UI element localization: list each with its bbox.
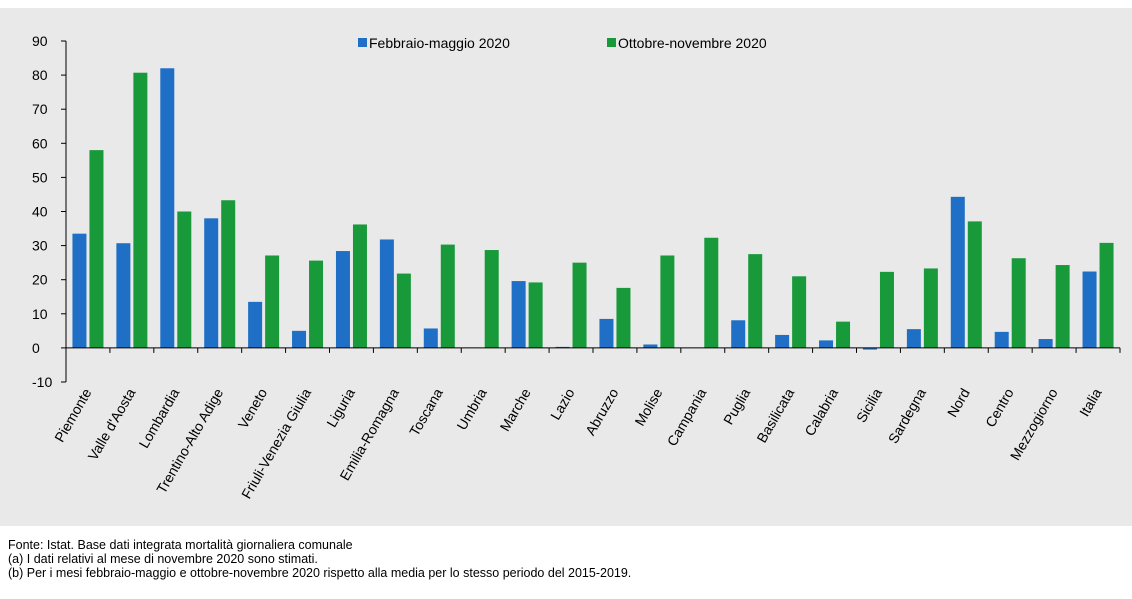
bar (792, 276, 807, 348)
bar (352, 224, 367, 348)
bar (440, 244, 455, 348)
bar (906, 329, 921, 348)
bar (950, 196, 965, 348)
footnote: Fonte: Istat. Base dati integrata mortal… (8, 538, 353, 552)
y-tick-label: 30 (32, 238, 48, 254)
bar (616, 287, 631, 348)
bar (309, 260, 324, 348)
y-tick-label: 70 (32, 101, 48, 117)
bar (923, 268, 938, 348)
bar (879, 271, 894, 348)
bar (555, 346, 570, 348)
bar (731, 320, 746, 348)
bar (511, 281, 526, 348)
bar (819, 340, 834, 348)
bar (748, 254, 763, 348)
bar (1038, 339, 1053, 348)
bar (177, 211, 192, 348)
y-tick-label: 20 (32, 272, 48, 288)
bar (836, 321, 851, 348)
bar (643, 344, 658, 348)
bar (1011, 258, 1026, 348)
bar (572, 262, 587, 348)
bar (204, 218, 219, 348)
bar (704, 237, 719, 348)
y-tick-label: -10 (32, 374, 52, 390)
bar (72, 233, 87, 348)
bar (862, 347, 877, 350)
bar (396, 273, 411, 348)
y-tick-label: 80 (32, 67, 48, 83)
legend-label: Ottobre-novembre 2020 (618, 35, 767, 51)
footnote: (b) Per i mesi febbraio-maggio e ottobre… (8, 566, 631, 580)
bar (484, 250, 499, 348)
bar (994, 331, 1009, 348)
bar (160, 68, 175, 348)
legend-swatch (358, 38, 367, 47)
bar (265, 255, 280, 348)
bar (423, 328, 438, 348)
bar (599, 318, 614, 348)
bar (967, 221, 982, 348)
bar (221, 200, 236, 348)
bar (292, 330, 307, 348)
bar (1099, 242, 1114, 348)
bar (775, 334, 790, 348)
bar (335, 251, 350, 348)
y-tick-label: 10 (32, 306, 48, 322)
footnote: (a) I dati relativi al mese di novembre … (8, 552, 318, 566)
legend-swatch (607, 38, 616, 47)
bar (89, 150, 104, 348)
bar (248, 301, 263, 348)
y-tick-label: 40 (32, 204, 48, 220)
bar (133, 72, 148, 348)
bar (1082, 271, 1097, 348)
y-tick-label: 0 (32, 340, 40, 356)
y-tick-label: 90 (32, 33, 48, 49)
bar (379, 239, 394, 348)
bar (660, 255, 675, 348)
bar (1055, 265, 1070, 348)
y-tick-label: 60 (32, 135, 48, 151)
bar (528, 282, 543, 348)
legend-label: Febbraio-maggio 2020 (369, 35, 510, 51)
y-tick-label: 50 (32, 169, 48, 185)
bar (116, 243, 131, 348)
